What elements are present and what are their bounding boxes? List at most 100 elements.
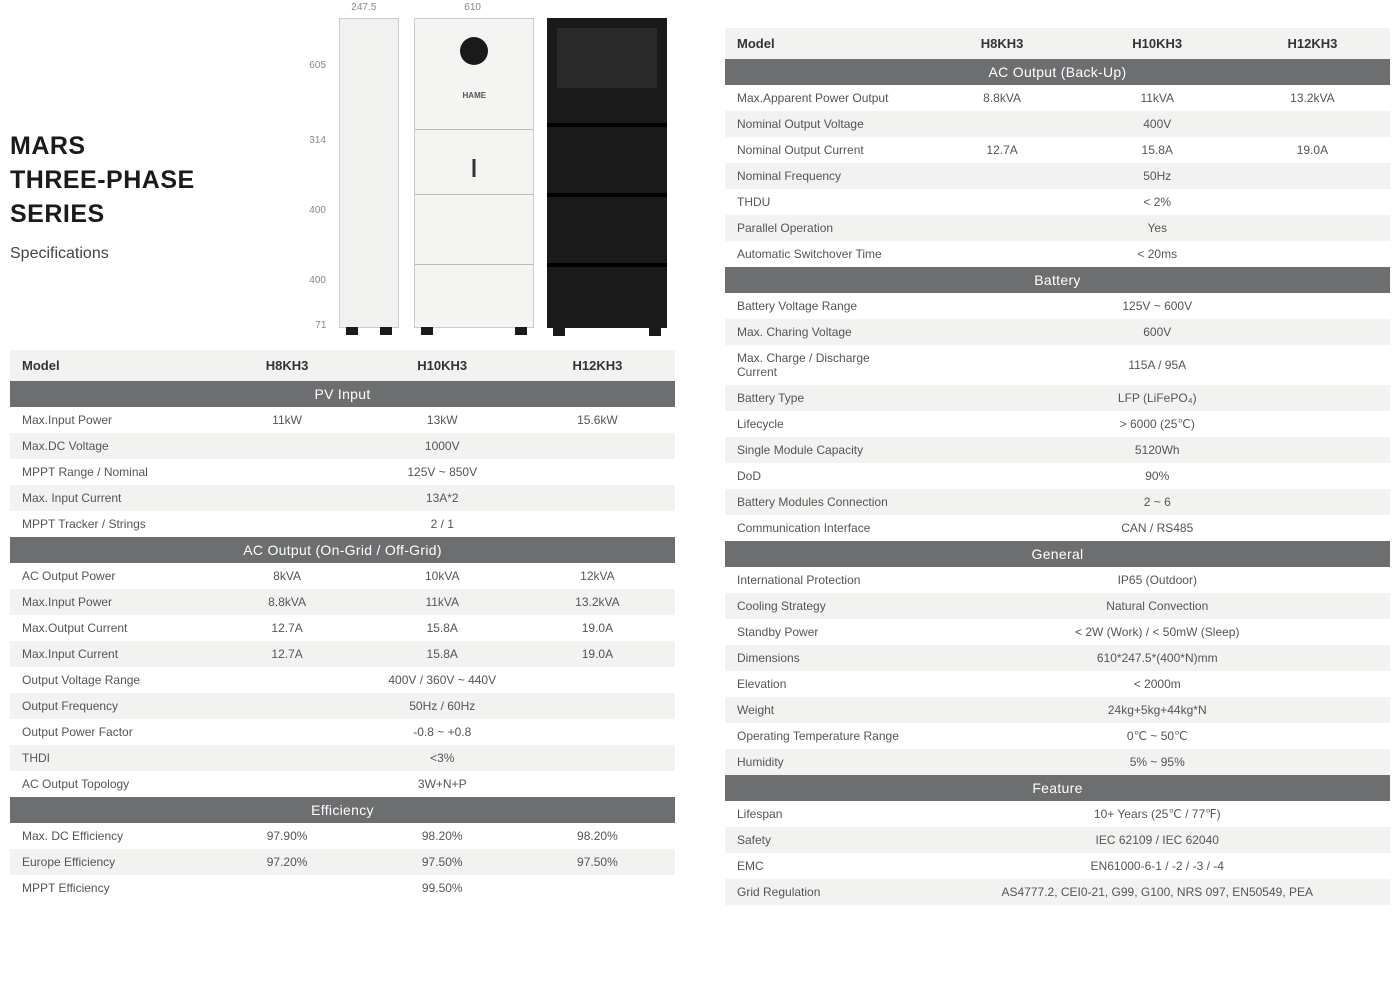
section-title: General [725,541,1390,567]
spec-value: 400V [925,111,1391,137]
spec-label: Max.DC Voltage [10,433,210,459]
spec-row: Automatic Switchover Time< 20ms [725,241,1390,267]
dim-h4: 400 [309,275,326,286]
spec-label: Cooling Strategy [725,593,925,619]
spec-row: Europe Efficiency97.20%97.50%97.50% [10,849,675,875]
spec-row: Max.Output Current12.7A15.8A19.0A [10,615,675,641]
spec-row: Max.Input Power8.8kVA11kVA13.2kVA [10,589,675,615]
spec-row: Max.Input Current12.7A15.8A19.0A [10,641,675,667]
model-col-3: H12KH3 [1235,28,1390,59]
spec-label: Operating Temperature Range [725,723,925,749]
spec-row: Single Module Capacity5120Wh [725,437,1390,463]
spec-value: 400V / 360V ~ 440V [210,667,676,693]
spec-row: Battery TypeLFP (LiFePO₄) [725,385,1390,411]
spec-value: 2 / 1 [210,511,676,537]
spec-label: Max. DC Efficiency [10,823,210,849]
section-header: AC Output (Back-Up) [725,59,1390,85]
spec-label: Lifecycle [725,411,925,437]
model-col-3: H12KH3 [520,350,675,381]
section-title: PV Input [10,381,675,407]
section-header: General [725,541,1390,567]
spec-label: Elevation [725,671,925,697]
spec-label: Max.Input Power [10,589,210,615]
spec-value: 15.8A [365,615,520,641]
spec-label: Max.Apparent Power Output [725,85,925,111]
spec-label: Battery Modules Connection [725,489,925,515]
spec-value: 125V ~ 600V [925,293,1391,319]
spec-value: -0.8 ~ +0.8 [210,719,676,745]
spec-value: 125V ~ 850V [210,459,676,485]
section-title: AC Output (On-Grid / Off-Grid) [10,537,675,563]
spec-row: SafetyIEC 62109 / IEC 62040 [725,827,1390,853]
spec-label: Max. Charing Voltage [725,319,925,345]
spec-row: Output Frequency50Hz / 60Hz [10,693,675,719]
dim-h1: 605 [309,60,326,71]
spec-value: 0℃ ~ 50℃ [925,723,1391,749]
section-title: Efficiency [10,797,675,823]
spec-value: AS4777.2, CEI0-21, G99, G100, NRS 097, E… [925,879,1391,905]
spec-label: Standby Power [725,619,925,645]
product-back-view [547,18,667,328]
spec-row: MPPT Tracker / Strings2 / 1 [10,511,675,537]
page-subtitle: Specifications [10,245,289,263]
spec-value: 1000V [210,433,676,459]
dim-h3: 400 [309,205,326,216]
spec-value: > 6000 (25℃) [925,411,1391,437]
spec-row: Weight24kg+5kg+44kg*N [725,697,1390,723]
model-col-2: H10KH3 [365,350,520,381]
spec-row: Humidity5% ~ 95% [725,749,1390,775]
model-label: Model [725,28,925,59]
section-header: AC Output (On-Grid / Off-Grid) [10,537,675,563]
spec-value: 610*247.5*(400*N)mm [925,645,1391,671]
section-title: Battery [725,267,1390,293]
spec-value: 10kVA [365,563,520,589]
spec-row: Output Voltage Range400V / 360V ~ 440V [10,667,675,693]
spec-value: 2 ~ 6 [925,489,1391,515]
page-title: MARS THREE-PHASE SERIES [10,130,289,231]
spec-value: 13.2kVA [1235,85,1390,111]
spec-value: < 2% [925,189,1391,215]
section-title: AC Output (Back-Up) [725,59,1390,85]
spec-label: Max.Input Power [10,407,210,433]
spec-table-right: Model H8KH3 H10KH3 H12KH3 AC Output (Bac… [725,28,1390,905]
spec-value: 15.6kW [520,407,675,433]
spec-value: CAN / RS485 [925,515,1391,541]
spec-row: Max. Charge / Discharge Current115A / 95… [725,345,1390,385]
spec-label: Max. Charge / Discharge Current [725,345,925,385]
title-block: MARS THREE-PHASE SERIES Specifications [10,0,289,340]
spec-row: Operating Temperature Range0℃ ~ 50℃ [725,723,1390,749]
spec-row: Nominal Output Current12.7A15.8A19.0A [725,137,1390,163]
spec-label: Weight [725,697,925,723]
spec-value: 50Hz / 60Hz [210,693,676,719]
spec-value: IEC 62109 / IEC 62040 [925,827,1391,853]
spec-value: 24kg+5kg+44kg*N [925,697,1391,723]
spec-value: 11kVA [1080,85,1235,111]
product-front-view: HAME [414,18,534,328]
product-side-view [339,18,399,328]
section-title: Feature [725,775,1390,801]
spec-row: Max. Input Current13A*2 [10,485,675,511]
spec-label: Dimensions [725,645,925,671]
spec-label: MPPT Range / Nominal [10,459,210,485]
spec-label: Max.Input Current [10,641,210,667]
spec-label: Lifespan [725,801,925,827]
spec-label: Output Power Factor [10,719,210,745]
spec-value: 8.8kVA [210,589,365,615]
spec-value: EN61000-6-1 / -2 / -3 / -4 [925,853,1391,879]
spec-value: 5% ~ 95% [925,749,1391,775]
spec-label: THDU [725,189,925,215]
model-col-1: H8KH3 [925,28,1080,59]
spec-label: AC Output Topology [10,771,210,797]
spec-row: Dimensions610*247.5*(400*N)mm [725,645,1390,671]
spec-value: 11kW [210,407,365,433]
spec-row: MPPT Range / Nominal125V ~ 850V [10,459,675,485]
spec-label: MPPT Efficiency [10,875,210,901]
spec-label: Nominal Output Voltage [725,111,925,137]
spec-row: AC Output Topology3W+N+P [10,771,675,797]
spec-label: Battery Voltage Range [725,293,925,319]
spec-row: DoD90% [725,463,1390,489]
spec-row: Max.Apparent Power Output8.8kVA11kVA13.2… [725,85,1390,111]
spec-label: AC Output Power [10,563,210,589]
spec-label: Safety [725,827,925,853]
spec-value: < 2W (Work) / < 50mW (Sleep) [925,619,1391,645]
